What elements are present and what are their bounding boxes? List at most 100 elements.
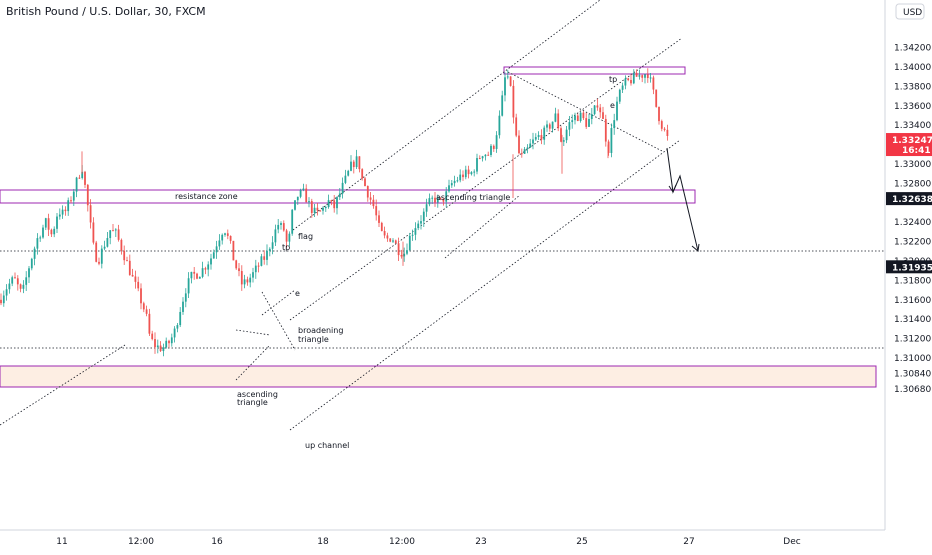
price-tag-bg xyxy=(886,133,932,157)
candle-body xyxy=(50,229,53,235)
early-trend-line[interactable] xyxy=(0,344,126,426)
y-tick-label: 1.32200 xyxy=(894,238,931,248)
candle-body xyxy=(660,121,663,129)
candle-body xyxy=(64,209,67,212)
candle-body xyxy=(89,205,92,223)
resistance-zone-box[interactable] xyxy=(0,189,696,204)
candle-body xyxy=(274,229,277,243)
candle-body xyxy=(154,339,156,348)
candle-body xyxy=(495,135,498,149)
candle-body xyxy=(394,240,397,244)
arrowhead-2 xyxy=(691,243,700,252)
candle-body xyxy=(61,209,64,215)
candle-body xyxy=(112,230,114,232)
asc-triangle-line-2[interactable] xyxy=(235,344,271,381)
asc-triangle-line-1[interactable] xyxy=(235,329,271,336)
x-tick-label: 11 xyxy=(56,537,67,547)
candle-body xyxy=(123,250,126,261)
y-tick-label: 1.32800 xyxy=(894,179,931,189)
candle-body xyxy=(0,299,2,304)
candle-body xyxy=(459,174,462,181)
annotations: resistance zone ascending triangle flag … xyxy=(175,75,617,450)
annotation-broadening: broadening xyxy=(298,326,343,335)
candle-body xyxy=(428,198,431,205)
candle-body xyxy=(168,340,170,344)
candle-body xyxy=(389,238,392,242)
x-tick-label: 27 xyxy=(683,537,694,547)
candle-body xyxy=(417,223,420,229)
candle-body xyxy=(184,293,187,302)
broadening-line-2[interactable] xyxy=(261,289,296,316)
candle-body xyxy=(299,189,302,197)
top-zone-box[interactable] xyxy=(503,66,686,75)
currency-label: USD xyxy=(903,8,922,18)
candle-body xyxy=(512,85,515,118)
candle-body xyxy=(571,120,574,123)
candle-body xyxy=(476,158,478,172)
candle-body xyxy=(518,135,520,154)
ascending-triangle-line[interactable] xyxy=(444,194,521,259)
candle-body xyxy=(336,197,338,209)
candle-body xyxy=(148,313,151,334)
channel-mid-line[interactable] xyxy=(289,37,683,321)
candle-body xyxy=(523,149,526,154)
candle-body xyxy=(658,106,660,122)
candle-body xyxy=(361,169,364,179)
candle-body xyxy=(131,274,134,277)
candle-body xyxy=(576,115,579,121)
candle-body xyxy=(638,75,641,77)
candle-body xyxy=(204,268,207,270)
candle-body xyxy=(442,198,445,202)
candle-body xyxy=(490,145,492,156)
broadening-line-1[interactable] xyxy=(261,291,296,351)
support-zone-box[interactable] xyxy=(0,365,877,388)
candle-body xyxy=(5,289,8,296)
candle-body xyxy=(36,238,39,249)
candle-body xyxy=(67,200,70,212)
y-tick-label: 1.33600 xyxy=(894,102,931,112)
candle-body xyxy=(229,235,232,241)
candle-body xyxy=(467,169,470,175)
candle-body xyxy=(366,186,369,198)
candle-body xyxy=(344,175,347,183)
candle-body xyxy=(341,182,344,194)
candle-body xyxy=(666,129,669,136)
y-tick-label: 1.34000 xyxy=(894,63,931,73)
candle-body xyxy=(238,268,240,272)
candle-body xyxy=(190,271,193,279)
candle-body xyxy=(445,191,448,202)
y-tick-label: 1.32400 xyxy=(894,218,931,228)
candle-body xyxy=(207,264,210,270)
candle-body xyxy=(470,172,473,175)
candle-body xyxy=(532,139,534,144)
annotation-e-2: e xyxy=(610,101,615,110)
channel-lower-line[interactable] xyxy=(289,139,681,431)
candle-body xyxy=(613,120,616,129)
x-tick-label: 23 xyxy=(475,537,486,547)
triangle-top-line[interactable] xyxy=(507,71,665,153)
y-tick-label: 1.31600 xyxy=(894,296,931,306)
candle-body xyxy=(243,279,246,285)
drawings xyxy=(0,0,884,431)
candle-body xyxy=(372,199,375,207)
currency-button[interactable] xyxy=(895,3,925,20)
annotation-ascending-triangle-1: ascending triangle xyxy=(436,193,510,202)
candle-body xyxy=(8,283,11,290)
candle-body xyxy=(305,188,308,203)
forecast-arrow-path[interactable] xyxy=(666,147,699,252)
candle-body xyxy=(400,255,403,257)
time-axis: 11 12:00 16 18 12:00 23 25 27 Dec xyxy=(0,529,885,547)
candle-body xyxy=(260,256,263,266)
price-axis: USD 1.342001.340001.338001.336001.334001… xyxy=(884,0,932,530)
candle-body xyxy=(221,234,224,241)
candle-body xyxy=(464,169,467,178)
candle-body xyxy=(145,309,148,314)
candle-body xyxy=(607,141,610,153)
channel-upper-line[interactable] xyxy=(292,0,601,231)
candle-body xyxy=(534,137,537,140)
candle-body xyxy=(56,216,58,229)
candle-body xyxy=(179,311,182,326)
annotation-tp-1: tp xyxy=(282,243,290,252)
